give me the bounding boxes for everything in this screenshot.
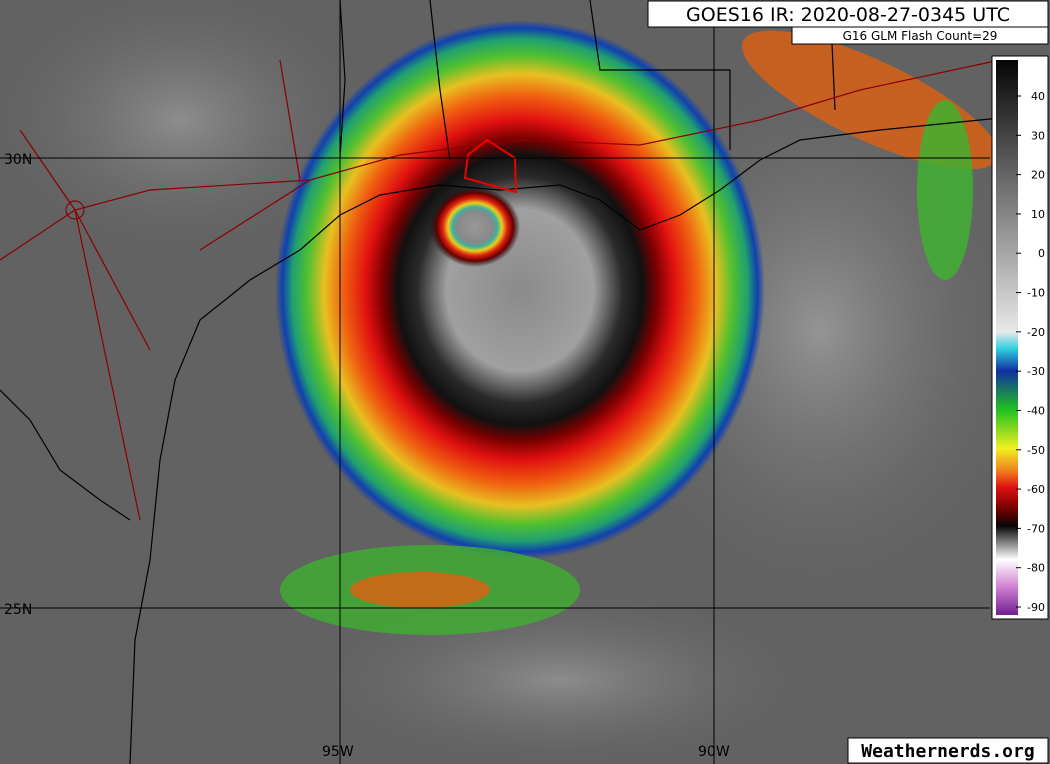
colorbar-tick-label: 20 [1031,169,1045,182]
colorbar-tick-label: 30 [1031,129,1045,142]
hurricane-clouds [275,20,765,560]
colorbar-tick-label: -20 [1027,326,1045,339]
colorbar-tick-label: 10 [1031,208,1045,221]
graticule [0,0,990,764]
latitude-label: 30N [4,152,32,168]
colorbar-tick-label: -60 [1027,483,1045,496]
colorbar-ticks: 40 30 20 10 0 -10 -20 -30 -40 -50 -60 -70 -80 -90 [1016,90,1045,614]
rain-band [350,572,490,608]
coastline [0,0,1001,764]
warning-polygon [463,138,518,194]
colorbar-tick-label: -50 [1027,444,1045,457]
colorbar-tick-label: -70 [1027,522,1045,535]
title-box [647,0,1049,28]
colorbar-tick-label: -10 [1027,287,1045,300]
latitude-label: 25N [4,602,32,618]
colorbar-tick-label: -80 [1027,562,1045,575]
subtitle-box [791,26,1049,45]
roads [0,59,1001,521]
subtitle: G16 GLM Flash Count=29 [843,29,998,43]
longitude-label: 95W [322,744,354,760]
hurricane-eye [430,187,520,267]
cloud-band [917,100,973,280]
colorbar-tick-label: -90 [1027,601,1045,614]
colorbar [996,60,1018,615]
colorbar-tick-label: -30 [1027,365,1045,378]
credit: Weathernerds.org [861,741,1034,762]
title: GOES16 IR: 2020-08-27-0345 UTC [686,4,1010,26]
credit-box [847,737,1049,764]
colorbar-tick-label: -40 [1027,404,1045,417]
cloud-haze [0,0,380,260]
longitude-label: 90W [698,744,730,760]
colorbar-tick-label: 0 [1038,247,1045,260]
colorbar-tick-label: 40 [1031,90,1045,103]
